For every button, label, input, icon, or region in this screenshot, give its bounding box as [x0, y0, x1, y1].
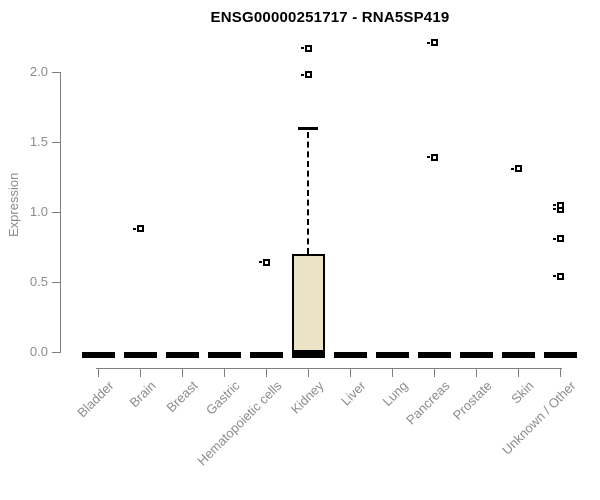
outlier-point	[430, 39, 438, 47]
x-axis-tick	[392, 368, 393, 377]
y-axis-tick	[52, 352, 60, 353]
outlier-dash	[553, 204, 556, 206]
x-axis-tick	[182, 368, 183, 377]
outlier-point	[430, 153, 438, 161]
median-line	[543, 351, 577, 358]
whisker-line	[307, 132, 309, 254]
y-tick-label: 0.5	[29, 274, 48, 289]
outlier-dash	[553, 237, 556, 240]
median-line	[123, 351, 157, 358]
whisker-cap	[298, 126, 318, 130]
y-tick-label: 1.0	[29, 204, 48, 219]
x-axis-line	[96, 368, 562, 369]
median-line	[165, 351, 199, 358]
outlier-point	[556, 235, 564, 243]
chart-title: ENSG00000251717 - RNA5SP419	[210, 9, 450, 26]
median-line	[291, 351, 325, 358]
x-axis-tick	[560, 368, 561, 377]
y-tick-label: 0.0	[29, 344, 48, 359]
x-axis-tick	[266, 368, 267, 377]
x-axis-tick	[224, 368, 225, 377]
y-axis-tick	[52, 282, 60, 283]
x-axis-tick	[308, 368, 309, 377]
y-axis-tick	[52, 142, 60, 143]
x-tick-label: Unknown / Other	[499, 378, 579, 458]
x-axis-tick	[518, 368, 519, 377]
median-line	[333, 351, 367, 358]
x-axis-tick	[98, 368, 99, 377]
outlier-dash	[511, 167, 514, 170]
median-line	[459, 351, 493, 358]
outlier-point	[304, 44, 312, 52]
outlier-point	[514, 165, 522, 173]
median-line	[375, 351, 409, 358]
outlier-point	[556, 201, 564, 209]
x-axis-tick	[476, 368, 477, 377]
x-axis-tick	[140, 368, 141, 377]
y-axis-tick	[52, 212, 60, 213]
outlier-dash	[427, 156, 430, 159]
outlier-dash	[301, 73, 304, 76]
outlier-dash	[133, 227, 136, 230]
outlier-point	[262, 258, 270, 266]
outlier-dash	[553, 208, 556, 211]
outlier-dash	[259, 261, 262, 264]
box-iqr	[291, 254, 325, 352]
median-line	[417, 351, 451, 358]
y-tick-label: 2.0	[29, 64, 48, 79]
y-axis-line	[60, 72, 61, 353]
x-axis-tick	[350, 368, 351, 377]
median-line	[207, 351, 241, 358]
x-axis-tick	[434, 368, 435, 377]
outlier-point	[304, 71, 312, 79]
outlier-dash	[427, 41, 430, 44]
outlier-dash	[301, 47, 304, 50]
outlier-point	[556, 272, 564, 280]
outlier-point	[136, 225, 144, 233]
y-tick-label: 1.5	[29, 134, 48, 149]
median-line	[81, 351, 115, 358]
y-axis-tick	[52, 72, 60, 73]
median-line	[501, 351, 535, 358]
outlier-dash	[553, 275, 556, 278]
median-line	[249, 351, 283, 358]
